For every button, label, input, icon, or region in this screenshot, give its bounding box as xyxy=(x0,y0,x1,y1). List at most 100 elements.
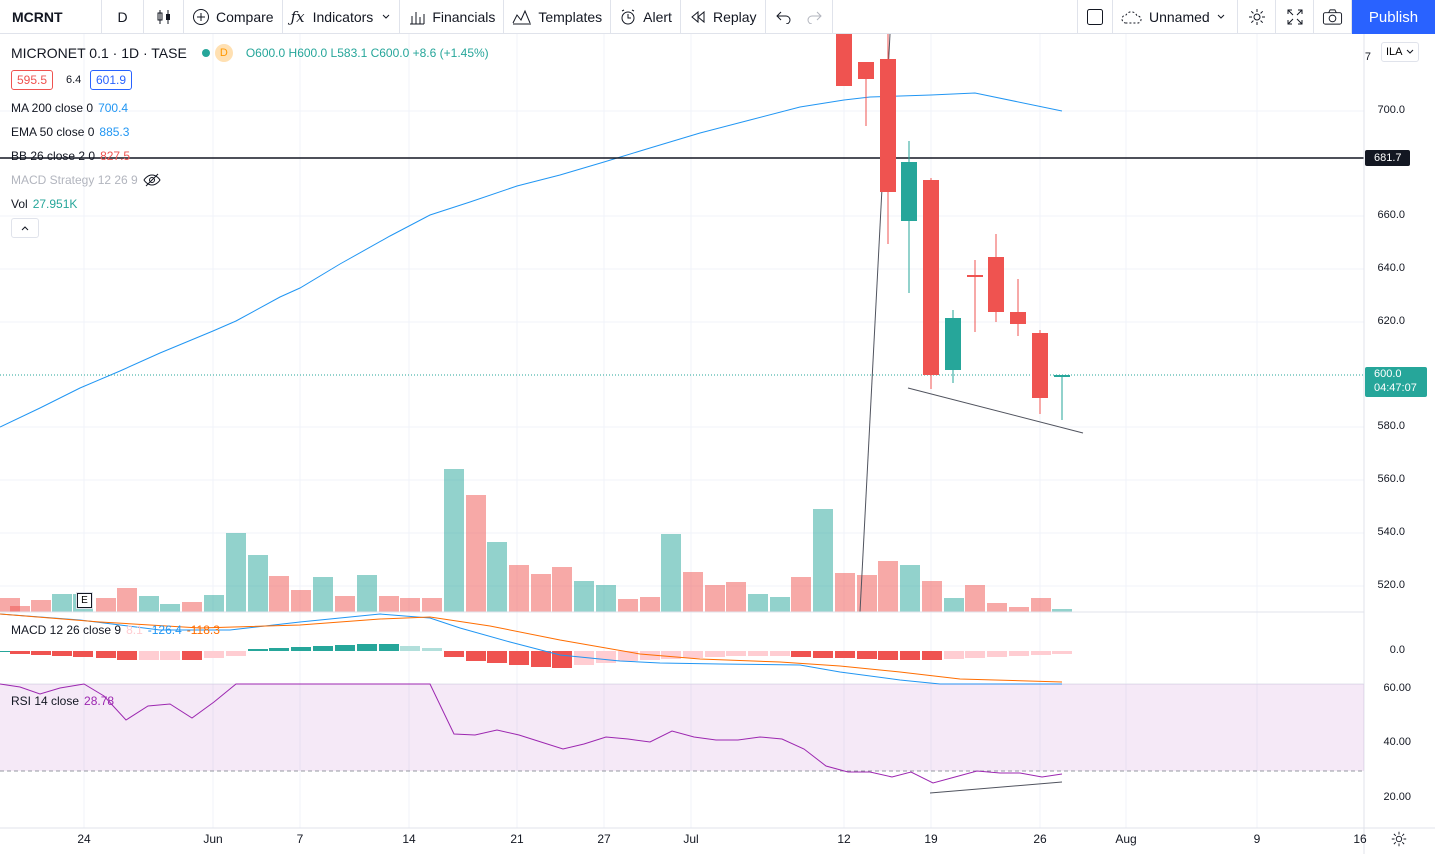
layout-name-button[interactable]: Unnamed xyxy=(1113,0,1238,34)
rsi-line xyxy=(0,683,1063,784)
volume-bar xyxy=(248,555,268,612)
volume-bar xyxy=(204,595,224,612)
macd-bar xyxy=(204,651,224,658)
compare-button[interactable]: Compare xyxy=(184,0,283,34)
volume-bar xyxy=(509,565,529,612)
time-axis-label: 14 xyxy=(402,832,416,846)
chevron-down-icon xyxy=(1406,49,1413,54)
volume-bar xyxy=(444,469,464,612)
volume-bar xyxy=(683,572,703,612)
time-axis-label: 21 xyxy=(510,832,524,846)
time-axis-label: 26 xyxy=(1033,832,1047,846)
rsi-axis-tick: 20.00 xyxy=(1383,791,1411,803)
collapse-legend-button[interactable] xyxy=(11,218,39,238)
horizontal-line-price-tag: 681.7 xyxy=(1374,152,1402,164)
volume-bar xyxy=(269,576,289,612)
candles-icon xyxy=(157,9,170,24)
candle-body xyxy=(901,162,917,221)
interval-button[interactable]: D xyxy=(102,0,144,34)
time-axis-label: 7 xyxy=(296,832,304,846)
data-source-badge[interactable]: D xyxy=(214,44,233,62)
candle-body xyxy=(858,62,874,79)
ma-label: MA 200 close 0 xyxy=(11,101,94,115)
eye-slash-icon[interactable] xyxy=(143,173,161,187)
macd-bar xyxy=(661,651,681,659)
time-axis-label: 9 xyxy=(1253,832,1261,846)
financials-button[interactable]: Financials xyxy=(400,0,505,34)
macd-strategy-legend: MACD Strategy 12 26 9 xyxy=(11,173,161,187)
earnings-marker[interactable]: E xyxy=(77,593,92,608)
replay-button[interactable]: Replay xyxy=(681,0,766,34)
macd-signal-line xyxy=(0,613,1063,683)
price-tick: 660.0 xyxy=(1377,209,1405,221)
volume-bar xyxy=(1052,609,1072,612)
macd-bar xyxy=(509,651,529,665)
ask-price[interactable]: 601.9 xyxy=(90,70,133,90)
chart-canvas[interactable] xyxy=(0,34,1435,854)
gear-icon xyxy=(1248,8,1265,25)
volume-bar xyxy=(160,604,180,612)
rsi-divergence-line xyxy=(929,781,1063,794)
macd-bar xyxy=(835,651,855,658)
alert-button[interactable]: Alert xyxy=(611,0,681,34)
macd-bar xyxy=(726,651,746,656)
last-price-tag: 600.0 xyxy=(1374,368,1402,380)
fullscreen-layout-button[interactable] xyxy=(1077,0,1113,34)
currency-selector[interactable]: ILA xyxy=(1381,42,1419,62)
time-axis-label: 27 xyxy=(597,832,611,846)
rsi-label: RSI 14 close xyxy=(11,694,80,708)
macd-histogram xyxy=(0,644,1072,668)
macd-axis-tick: 0.0 xyxy=(1389,644,1405,656)
rsi-legend: RSI 14 close 28.78 xyxy=(11,694,114,708)
volume-bar xyxy=(422,598,442,612)
volume-bar xyxy=(965,585,985,612)
volume-bar xyxy=(52,594,72,612)
macd-bar xyxy=(618,651,638,661)
volume-bar xyxy=(944,598,964,612)
financials-label: Financials xyxy=(432,8,496,25)
replay-label: Replay xyxy=(712,8,757,25)
gear-icon xyxy=(1391,831,1407,847)
volume-bar xyxy=(813,509,833,612)
fullscreen-button[interactable] xyxy=(1276,0,1314,34)
function-icon: ƒx xyxy=(290,7,305,26)
macd-bar xyxy=(139,651,159,660)
settings-button[interactable] xyxy=(1238,0,1276,34)
snapshot-button[interactable] xyxy=(1314,0,1352,34)
time-axis-label: 16 xyxy=(1353,832,1367,846)
macd-bar xyxy=(1009,651,1029,656)
macd-bar xyxy=(965,651,985,658)
candle-body xyxy=(836,34,852,86)
candles xyxy=(836,34,1070,420)
macd-bar xyxy=(73,651,93,657)
indicators-label: Indicators xyxy=(312,8,374,25)
market-status-dot xyxy=(201,49,210,57)
chart-type-button[interactable] xyxy=(144,0,184,34)
price-tick: 700.0 xyxy=(1377,104,1405,116)
macd-bar xyxy=(313,646,333,651)
rsi-band xyxy=(0,684,1364,771)
price-tick: 580.0 xyxy=(1377,420,1405,432)
axis-settings-button[interactable] xyxy=(1390,830,1410,850)
bid-price[interactable]: 595.5 xyxy=(11,70,54,90)
candle-body xyxy=(923,180,939,375)
macd-bar xyxy=(422,648,442,651)
macd-bar xyxy=(117,651,137,660)
volume-bar xyxy=(857,575,877,612)
macd-bar xyxy=(922,651,942,660)
candle-body xyxy=(945,318,961,370)
time-axis-label: Jul xyxy=(683,832,699,846)
symbol-search[interactable]: MCRNT xyxy=(0,0,102,34)
publish-button[interactable]: Publish xyxy=(1352,0,1435,34)
macd-value-1: 8.1 xyxy=(126,623,143,637)
volume-bar xyxy=(335,596,355,612)
templates-button[interactable]: Templates xyxy=(504,0,612,34)
ema-legend: EMA 50 close 0 885.3 xyxy=(11,125,129,139)
indicators-button[interactable]: ƒx Indicators xyxy=(283,0,401,34)
redo-icon[interactable] xyxy=(806,10,822,24)
macd-bar xyxy=(791,651,811,657)
macd-bar xyxy=(466,651,486,661)
undo-icon[interactable] xyxy=(775,10,792,24)
ohlc-values: O600.0 H600.0 L583.1 C600.0 +8.6 (+1.45%… xyxy=(245,46,489,60)
macd-strategy-label: MACD Strategy 12 26 9 xyxy=(11,173,138,187)
